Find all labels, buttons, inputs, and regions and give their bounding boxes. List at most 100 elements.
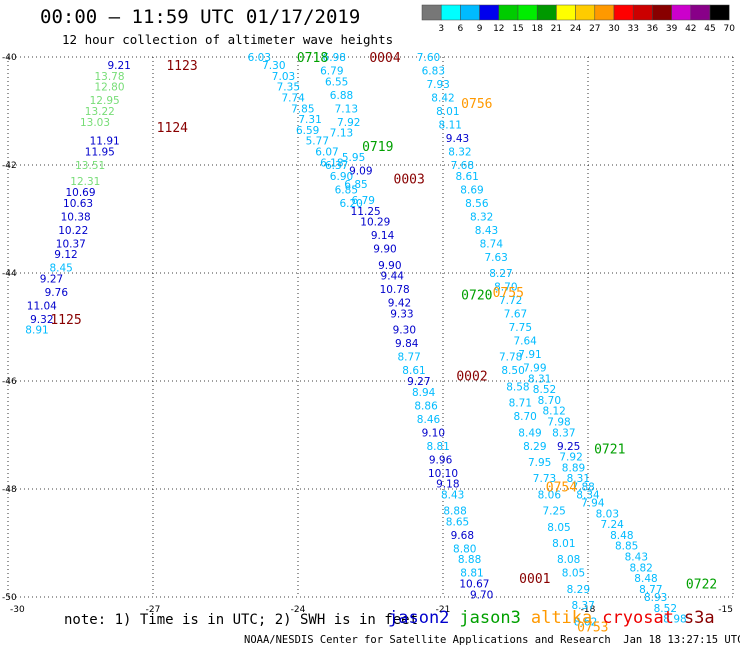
wave-height-label: 8.43 — [625, 552, 648, 564]
wave-height-label: 10.37 — [56, 238, 86, 250]
wave-height-label: 13.51 — [75, 160, 105, 172]
wave-height-label: 8.49 — [518, 427, 541, 439]
wave-height-label: 9.70 — [470, 589, 493, 601]
wave-height-label: 6.59 — [296, 125, 319, 137]
wave-height-label: 8.27 — [489, 268, 512, 280]
pass-time-label: 0754 — [546, 480, 577, 495]
colorbar-swatch — [671, 4, 692, 21]
wave-height-label: 7.93 — [426, 79, 449, 91]
wave-height-label: 8.31 — [528, 373, 551, 385]
wave-height-label: 8.82 — [629, 562, 652, 574]
y-tick-label: -50 — [2, 593, 17, 603]
wave-height-label: 10.67 — [459, 579, 489, 591]
wave-height-label: 7.67 — [504, 309, 527, 321]
colorbar-tick-label: 42 — [685, 24, 696, 34]
wave-height-label: 8.69 — [460, 184, 483, 196]
pass-time-label: 0001 — [519, 572, 550, 587]
wave-height-label: 8.93 — [644, 592, 667, 604]
wave-height-label: 8.80 — [453, 543, 476, 555]
legend-s3a: s3a — [683, 608, 715, 628]
wave-height-label: 10.78 — [380, 284, 410, 296]
wave-height-label: 8.43 — [441, 489, 464, 501]
wave-height-label: 10.29 — [360, 217, 390, 229]
wave-height-label: 8.70 — [538, 395, 561, 407]
x-tick-label: -15 — [718, 605, 733, 615]
wave-height-label: 8.34 — [576, 489, 600, 501]
wave-height-label: 7.92 — [559, 452, 582, 464]
wave-height-label: 7.99 — [523, 363, 546, 375]
wave-height-label: 8.65 — [446, 516, 469, 528]
colorbar-tick-label: 30 — [608, 24, 620, 34]
wave-height-label: 5.77 — [306, 136, 329, 148]
wave-height-label: 9.42 — [388, 298, 411, 310]
y-tick-label: -46 — [2, 377, 17, 387]
colorbar-swatch — [632, 4, 653, 21]
wave-height-label: 9.12 — [54, 249, 77, 261]
y-tick-label: -48 — [2, 485, 17, 495]
wave-height-label: 8.05 — [547, 522, 570, 534]
pass-time-label: 1124 — [157, 121, 188, 136]
wave-height-label: 8.29 — [523, 441, 546, 453]
colorbar-tick-label: 27 — [589, 24, 600, 34]
colorbar-swatch — [594, 4, 615, 21]
wave-height-label: 9.68 — [451, 530, 474, 542]
legend-jason3: jason3 — [459, 608, 521, 628]
colorbar-tick-label: 15 — [512, 24, 523, 34]
wave-height-label: 8.45 — [49, 263, 72, 275]
pass-time-label: 0719 — [362, 140, 393, 155]
wave-height-label: 8.29 — [567, 584, 590, 596]
wave-height-label: 8.43 — [475, 225, 498, 237]
wave-height-label: 6.20 — [339, 198, 362, 210]
wave-height-label: 9.30 — [393, 325, 416, 337]
wave-height-label: 7.63 — [484, 252, 507, 264]
wave-height-label: 12.95 — [90, 95, 120, 107]
wave-height-label: 6.03 — [248, 52, 271, 64]
wave-height-label: 8.48 — [634, 573, 657, 585]
colorbar-tick-label: 24 — [570, 24, 582, 34]
colorbar-swatch — [440, 4, 461, 21]
wave-height-label: 7.85 — [291, 103, 314, 115]
wave-height-label: 6.79 — [352, 195, 375, 207]
wave-height-label: 10.63 — [63, 198, 93, 210]
wave-height-label: 6.79 — [320, 66, 343, 78]
wave-height-label: 9.14 — [371, 230, 395, 242]
wave-height-label: 8.71 — [509, 398, 532, 410]
wave-height-label: 7.25 — [542, 506, 565, 518]
wave-height-label: 6.07 — [315, 147, 338, 159]
wave-height-label: 8.98 — [663, 614, 686, 626]
colorbar-swatch — [690, 4, 711, 21]
wave-height-label: 9.44 — [381, 271, 405, 283]
wave-height-label: 7.24 — [600, 519, 624, 531]
pass-time-label: 1123 — [166, 59, 197, 74]
pass-time-label: 0756 — [461, 97, 492, 112]
wave-height-label: 9.27 — [40, 273, 63, 285]
wave-height-label: 7.35 — [277, 82, 300, 94]
wave-height-label: 9.21 — [107, 60, 130, 72]
colorbar-swatch — [498, 4, 519, 21]
legend-jason2: jason2 — [388, 608, 450, 628]
wave-height-label: 8.86 — [414, 400, 438, 412]
wave-height-label: 9.84 — [395, 338, 419, 350]
colorbar-swatch — [613, 4, 634, 21]
wave-height-label: 8.32 — [470, 211, 493, 223]
y-tick-label: -42 — [2, 161, 17, 171]
wave-height-label: 8.70 — [513, 411, 536, 423]
wave-height-label: 7.75 — [509, 322, 532, 334]
wave-height-label: 10.38 — [61, 211, 91, 223]
wave-height-label: 12.31 — [70, 176, 100, 188]
wave-height-label: 9.27 — [407, 376, 430, 388]
wave-height-label: 6.98 — [323, 52, 346, 64]
wave-height-label: 8.62 — [574, 616, 597, 628]
colorbar-tick-label: 70 — [723, 24, 735, 34]
wave-height-label: 10.69 — [65, 187, 95, 199]
wave-height-label: 7.30 — [262, 60, 285, 72]
wave-height-label: 8.01 — [552, 538, 575, 550]
wave-height-label: 8.91 — [25, 325, 48, 337]
wave-height-label: 8.56 — [465, 198, 489, 210]
axis-ticks: -30 -27 -24 -21 -18 -15 -40 -42 -44 -46 -48 -50 — [2, 53, 733, 615]
wave-height-label: 8.37 — [571, 600, 594, 612]
wave-height-label: 9.25 — [557, 441, 580, 453]
footer-credit: NOAA/NESDIS Center for Satellite Applica… — [244, 634, 740, 646]
plot-grid — [7, 56, 734, 598]
wave-height-label: 7.13 — [330, 128, 353, 140]
